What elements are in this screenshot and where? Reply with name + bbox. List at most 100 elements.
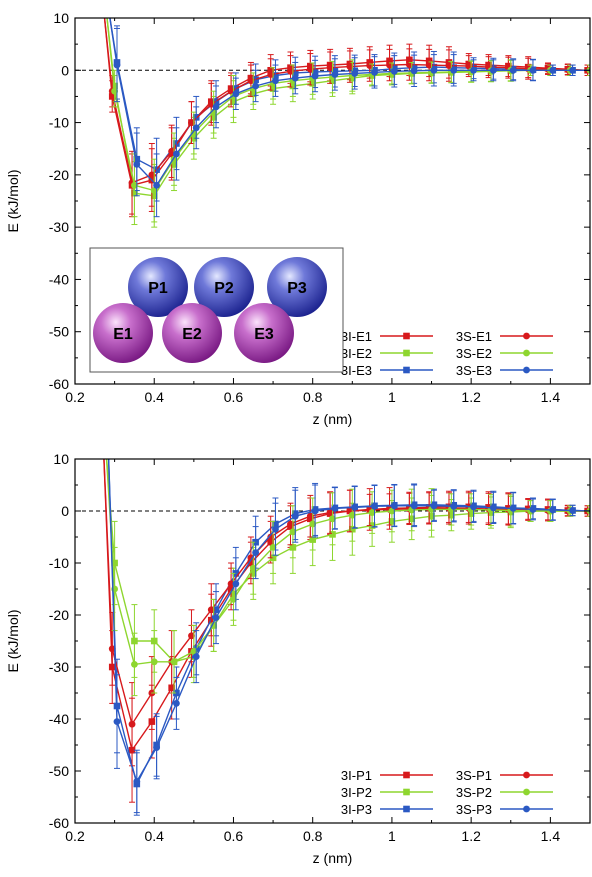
- legend-marker-square: [403, 349, 410, 357]
- y-tick-label: 0: [61, 503, 69, 519]
- legend-item: 3S-P2: [456, 785, 553, 800]
- data-point-circle: [190, 648, 198, 655]
- data-point-circle: [287, 67, 294, 75]
- legend-item: 3I-P2: [341, 785, 433, 800]
- legend-marker-square: [403, 332, 410, 340]
- series-line: [106, 18, 590, 192]
- x-tick-label: 1.2: [461, 828, 481, 844]
- data-point-circle: [133, 161, 141, 168]
- x-tick-label: 0.4: [144, 828, 164, 844]
- series-line: [106, 18, 590, 197]
- data-point-circle: [509, 505, 517, 512]
- data-point-circle: [170, 658, 178, 666]
- y-tick-label: -20: [49, 607, 69, 623]
- x-tick-label: 1.2: [461, 389, 481, 405]
- x-tick-label: 0.2: [65, 828, 85, 844]
- x-tick-label: 0.2: [65, 389, 85, 405]
- x-tick-label: 0.4: [144, 389, 164, 405]
- data-point-circle: [390, 502, 398, 510]
- sphere-label: P1: [148, 280, 168, 297]
- legend-label: 3S-E2: [456, 346, 492, 361]
- series-line: [105, 459, 590, 663]
- plot-area: [103, 459, 590, 816]
- series-3S-P2: [105, 459, 590, 697]
- y-tick-label: -50: [49, 324, 69, 340]
- y-tick-label: -60: [49, 815, 69, 831]
- data-point-circle: [348, 511, 356, 519]
- data-point-circle: [150, 658, 158, 666]
- sphere-P3: [267, 257, 327, 317]
- legend-marker-circle: [523, 788, 530, 796]
- data-point-circle: [131, 181, 138, 189]
- data-point-circle: [430, 66, 438, 74]
- data-point-circle: [252, 549, 260, 556]
- x-tick-label: 1.4: [541, 389, 561, 405]
- x-tick-label: 1.4: [541, 828, 561, 844]
- y-axis-label: E (kJ/mol): [5, 610, 21, 673]
- legend-item: 3S-P1: [456, 768, 553, 783]
- y-tick-label: -40: [49, 271, 69, 287]
- legend: 3I-E1 3I-E2 3I-E3 3S-E1 3S-E2 3S-E3: [341, 329, 553, 378]
- data-point-circle: [131, 661, 138, 668]
- data-point-circle: [425, 61, 433, 69]
- legend-marker-square: [403, 771, 410, 779]
- legend-label: 3S-P1: [456, 768, 492, 783]
- series-3I-E3: [109, 18, 590, 202]
- data-point-circle: [249, 564, 257, 572]
- legend-marker-circle: [523, 349, 530, 357]
- sphere-label: E1: [113, 326, 133, 343]
- data-point-circle: [306, 65, 314, 73]
- data-point-circle: [351, 503, 359, 511]
- data-point-circle: [311, 72, 319, 80]
- data-point-circle: [190, 129, 198, 137]
- data-point-circle: [212, 103, 220, 111]
- series-3S-P3: [107, 459, 590, 814]
- data-point-circle: [450, 66, 458, 74]
- data-point-circle: [232, 580, 240, 588]
- data-point-circle: [272, 525, 279, 533]
- sphere-label: P3: [287, 280, 307, 297]
- data-point-circle: [252, 82, 260, 90]
- data-point-circle: [113, 61, 121, 69]
- legend-label: 3I-E3: [341, 363, 372, 378]
- data-point-circle: [311, 507, 319, 515]
- data-point-circle: [153, 181, 161, 189]
- data-point-circle: [128, 720, 136, 728]
- data-point-circle: [113, 718, 121, 725]
- y-axis-label: E (kJ/mol): [5, 170, 21, 233]
- data-point-circle: [227, 580, 235, 588]
- data-point-circle: [529, 506, 537, 513]
- legend-label: 3I-P1: [341, 768, 372, 783]
- data-point-circle: [509, 66, 517, 74]
- legend-marker-circle: [523, 771, 530, 779]
- y-tick-label: -60: [49, 376, 69, 392]
- data-point-circle: [368, 509, 376, 516]
- legend-label: 3I-E1: [341, 329, 372, 344]
- legend-item: 3I-E1: [341, 329, 433, 344]
- y-tick-label: -10: [49, 115, 69, 131]
- data-point-circle: [465, 62, 473, 70]
- legend-item: 3I-P3: [341, 802, 433, 817]
- data-point-circle: [269, 544, 277, 551]
- series-line: [109, 18, 590, 171]
- data-point-circle: [230, 596, 237, 603]
- data-point-circle: [309, 520, 317, 528]
- legend-label: 3I-P2: [341, 785, 372, 800]
- data-point-circle: [188, 119, 195, 126]
- inset-diagram: P1 P2 P3 E1 E2 E3: [89, 247, 344, 373]
- x-axis-label: z (nm): [313, 411, 353, 427]
- data-point-circle: [329, 515, 336, 523]
- data-point-circle: [371, 68, 378, 76]
- data-point-circle: [153, 744, 161, 751]
- data-point-circle: [306, 512, 314, 520]
- data-point-circle: [569, 507, 576, 514]
- data-point-circle: [267, 533, 275, 541]
- data-point-circle: [450, 502, 458, 510]
- y-tick-label: -30: [49, 659, 69, 675]
- x-tick-label: 0.8: [303, 828, 323, 844]
- data-point-circle: [212, 614, 220, 621]
- data-point-circle: [569, 66, 576, 74]
- legend-item: 3I-P1: [341, 768, 433, 783]
- sphere-label: E3: [254, 326, 274, 343]
- data-point-circle: [289, 528, 297, 536]
